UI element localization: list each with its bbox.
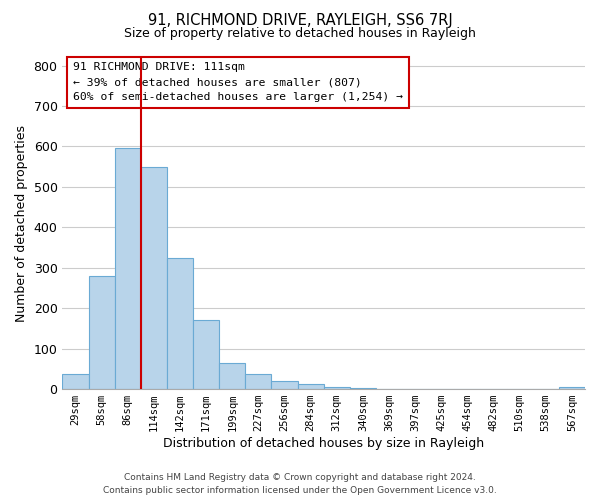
Bar (62, 374, 89, 389)
Text: Size of property relative to detached houses in Rayleigh: Size of property relative to detached ho… (124, 28, 476, 40)
Bar (115, 148, 141, 389)
Bar (298, 384, 324, 389)
Bar (89, 276, 115, 389)
Bar (141, 166, 167, 389)
X-axis label: Distribution of detached houses by size in Rayleigh: Distribution of detached houses by size … (163, 437, 484, 450)
Bar (193, 320, 219, 389)
Y-axis label: Number of detached properties: Number of detached properties (15, 125, 28, 322)
Bar (219, 363, 245, 389)
Text: 91, RICHMOND DRIVE, RAYLEIGH, SS6 7RJ: 91, RICHMOND DRIVE, RAYLEIGH, SS6 7RJ (148, 12, 452, 28)
Text: Contains HM Land Registry data © Crown copyright and database right 2024.
Contai: Contains HM Land Registry data © Crown c… (103, 474, 497, 495)
Bar (324, 387, 350, 389)
Bar (559, 387, 585, 389)
Text: 91 RICHMOND DRIVE: 111sqm
← 39% of detached houses are smaller (807)
60% of semi: 91 RICHMOND DRIVE: 111sqm ← 39% of detac… (73, 62, 403, 102)
Bar (350, 388, 376, 389)
Bar (271, 381, 298, 389)
Bar (245, 374, 271, 389)
Bar (167, 258, 193, 389)
